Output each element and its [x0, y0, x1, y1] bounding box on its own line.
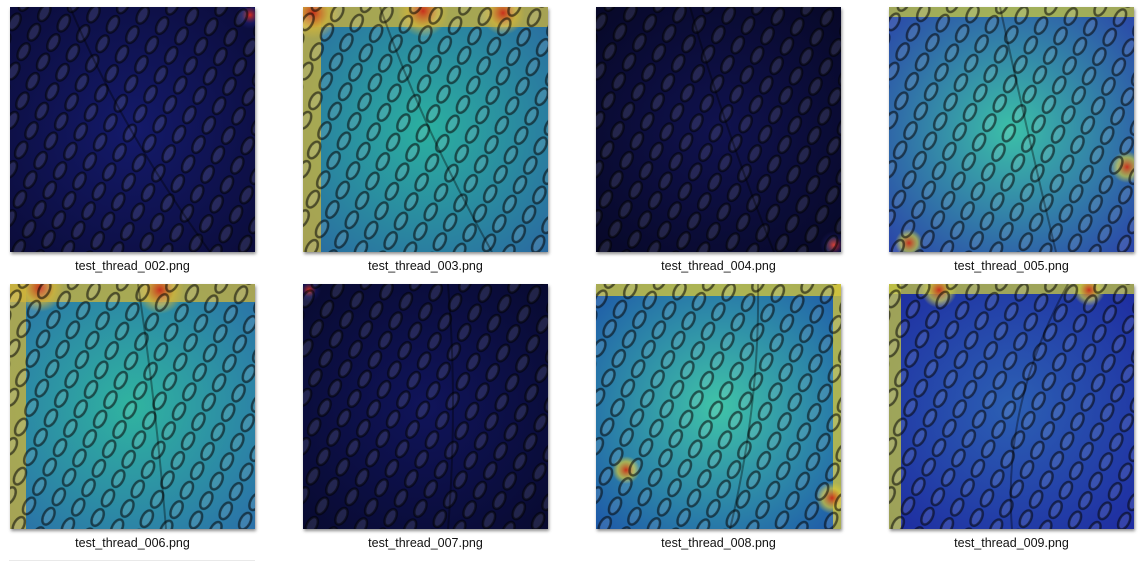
- file-tile[interactable]: test_thread_002.png: [10, 7, 255, 277]
- heatmap-thumbnail: [10, 7, 255, 252]
- file-name-label[interactable]: test_thread_005.png: [954, 259, 1069, 273]
- heatmap-thumbnail: [303, 7, 548, 252]
- file-thumbnail[interactable]: [889, 7, 1134, 252]
- file-tile[interactable]: test_thread_008.png: [596, 284, 841, 554]
- file-tile[interactable]: test_thread_004.png: [596, 7, 841, 277]
- file-thumbnail[interactable]: [596, 284, 841, 529]
- heatmap-thumbnail: [889, 7, 1134, 252]
- file-thumbnail[interactable]: [596, 7, 841, 252]
- heatmap-thumbnail: [889, 284, 1134, 529]
- file-name-label[interactable]: test_thread_002.png: [75, 259, 190, 273]
- heatmap-thumbnail: [596, 7, 841, 252]
- file-name-label[interactable]: test_thread_003.png: [368, 259, 483, 273]
- file-tile[interactable]: test_thread_003.png: [303, 7, 548, 277]
- file-thumbnail[interactable]: [10, 7, 255, 252]
- file-name-label[interactable]: test_thread_009.png: [954, 536, 1069, 550]
- heatmap-thumbnail: [303, 284, 548, 529]
- heatmap-thumbnail: [596, 284, 841, 529]
- file-tile[interactable]: test_thread_006.png: [10, 284, 255, 554]
- file-thumbnail[interactable]: [303, 284, 548, 529]
- heatmap-thumbnail: [10, 284, 255, 529]
- file-name-label[interactable]: test_thread_007.png: [368, 536, 483, 550]
- file-thumbnail[interactable]: [889, 284, 1134, 529]
- file-name-label[interactable]: test_thread_008.png: [661, 536, 776, 550]
- file-thumbnail[interactable]: [10, 284, 255, 529]
- file-tile[interactable]: test_thread_007.png: [303, 284, 548, 554]
- file-tile[interactable]: test_thread_009.png: [889, 284, 1134, 554]
- file-name-label[interactable]: test_thread_004.png: [661, 259, 776, 273]
- file-name-label[interactable]: test_thread_006.png: [75, 536, 190, 550]
- file-tile[interactable]: test_thread_005.png: [889, 7, 1134, 277]
- file-thumbnail[interactable]: [303, 7, 548, 252]
